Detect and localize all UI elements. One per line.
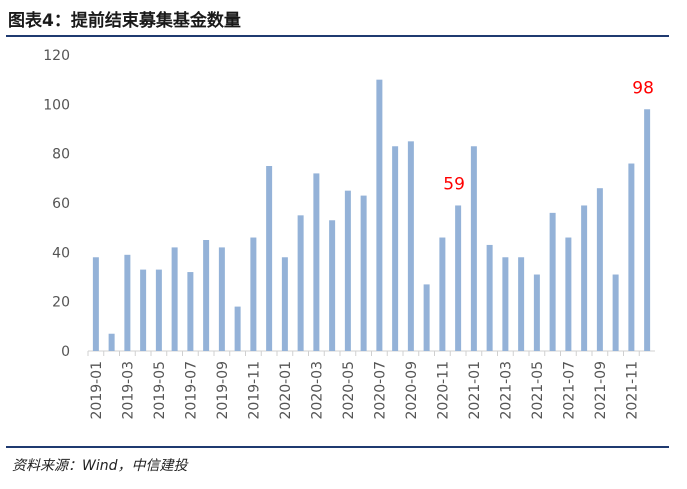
x-tick-label: 2020-09: [404, 361, 420, 420]
y-tick-label: 120: [43, 48, 70, 64]
bar: [92, 257, 99, 351]
bar: [218, 247, 225, 351]
bar: [329, 220, 336, 351]
bar: [549, 212, 556, 351]
bar: [313, 173, 320, 351]
bar: [502, 257, 509, 351]
chart-title: 图表4：提前结束募集基金数量: [8, 11, 241, 31]
x-tick-label: 2021-07: [561, 361, 577, 420]
y-tick-label: 0: [61, 344, 70, 360]
bar: [581, 205, 588, 351]
x-tick-label: 2020-03: [309, 361, 325, 420]
bar: [203, 240, 210, 351]
bar: [470, 146, 477, 351]
bar: [439, 237, 446, 351]
x-tick-label: 2021-03: [498, 361, 514, 420]
bar: [612, 274, 619, 351]
bar: [266, 166, 273, 351]
bar: [155, 269, 162, 351]
x-tick-label: 2020-01: [278, 361, 294, 420]
x-tick-label: 2021-05: [530, 361, 546, 420]
bar: [171, 247, 178, 351]
x-tick-label: 2019-01: [89, 361, 105, 420]
bar: [344, 190, 351, 351]
y-tick-label: 100: [43, 97, 70, 113]
x-tick-label: 2021-09: [593, 361, 609, 420]
x-tick-label: 2020-05: [341, 361, 357, 420]
y-tick-label: 20: [52, 295, 70, 311]
x-tick-label: 2019-05: [152, 361, 168, 420]
bar: [140, 269, 147, 351]
bar: [297, 215, 304, 351]
bar: [108, 333, 115, 351]
x-tick-label: 2020-07: [372, 361, 388, 420]
bar: [533, 274, 540, 351]
data-label: 98: [632, 78, 654, 98]
x-tick-label: 2019-03: [120, 361, 136, 420]
x-tick-label: 2021-11: [624, 361, 640, 420]
x-tick-label: 2019-09: [215, 361, 231, 420]
bar: [518, 257, 525, 351]
y-tick-label: 40: [52, 245, 70, 261]
bar: [124, 254, 131, 351]
bar: [392, 146, 399, 351]
bar: [376, 79, 383, 351]
bar: [234, 306, 241, 351]
bar: [423, 284, 430, 351]
bar: [644, 109, 651, 352]
bar: [628, 163, 635, 351]
y-tick-label: 60: [52, 196, 70, 212]
bar: [407, 141, 414, 351]
data-label: 59: [443, 174, 465, 194]
bar: [455, 205, 462, 351]
source-divider: [6, 446, 669, 448]
x-tick-label: 2020-11: [435, 361, 451, 420]
y-tick-label: 80: [52, 147, 70, 163]
title-divider: [6, 35, 669, 37]
bar: [486, 244, 493, 351]
bar-chart: 0 20 40 60 80 100 120 2019-01 2019-03 2019-05 2019…: [43, 48, 655, 420]
bar: [187, 272, 194, 351]
x-tick-label: 2019-07: [183, 361, 199, 420]
source-note: 资料来源：Wind，中信建投: [12, 458, 188, 474]
bar: [281, 257, 288, 351]
x-tick-label: 2021-01: [467, 361, 483, 420]
bar: [596, 188, 603, 351]
bar: [565, 237, 572, 351]
bar: [360, 195, 367, 351]
bar: [250, 237, 257, 351]
x-tick-label: 2019-11: [246, 361, 262, 420]
